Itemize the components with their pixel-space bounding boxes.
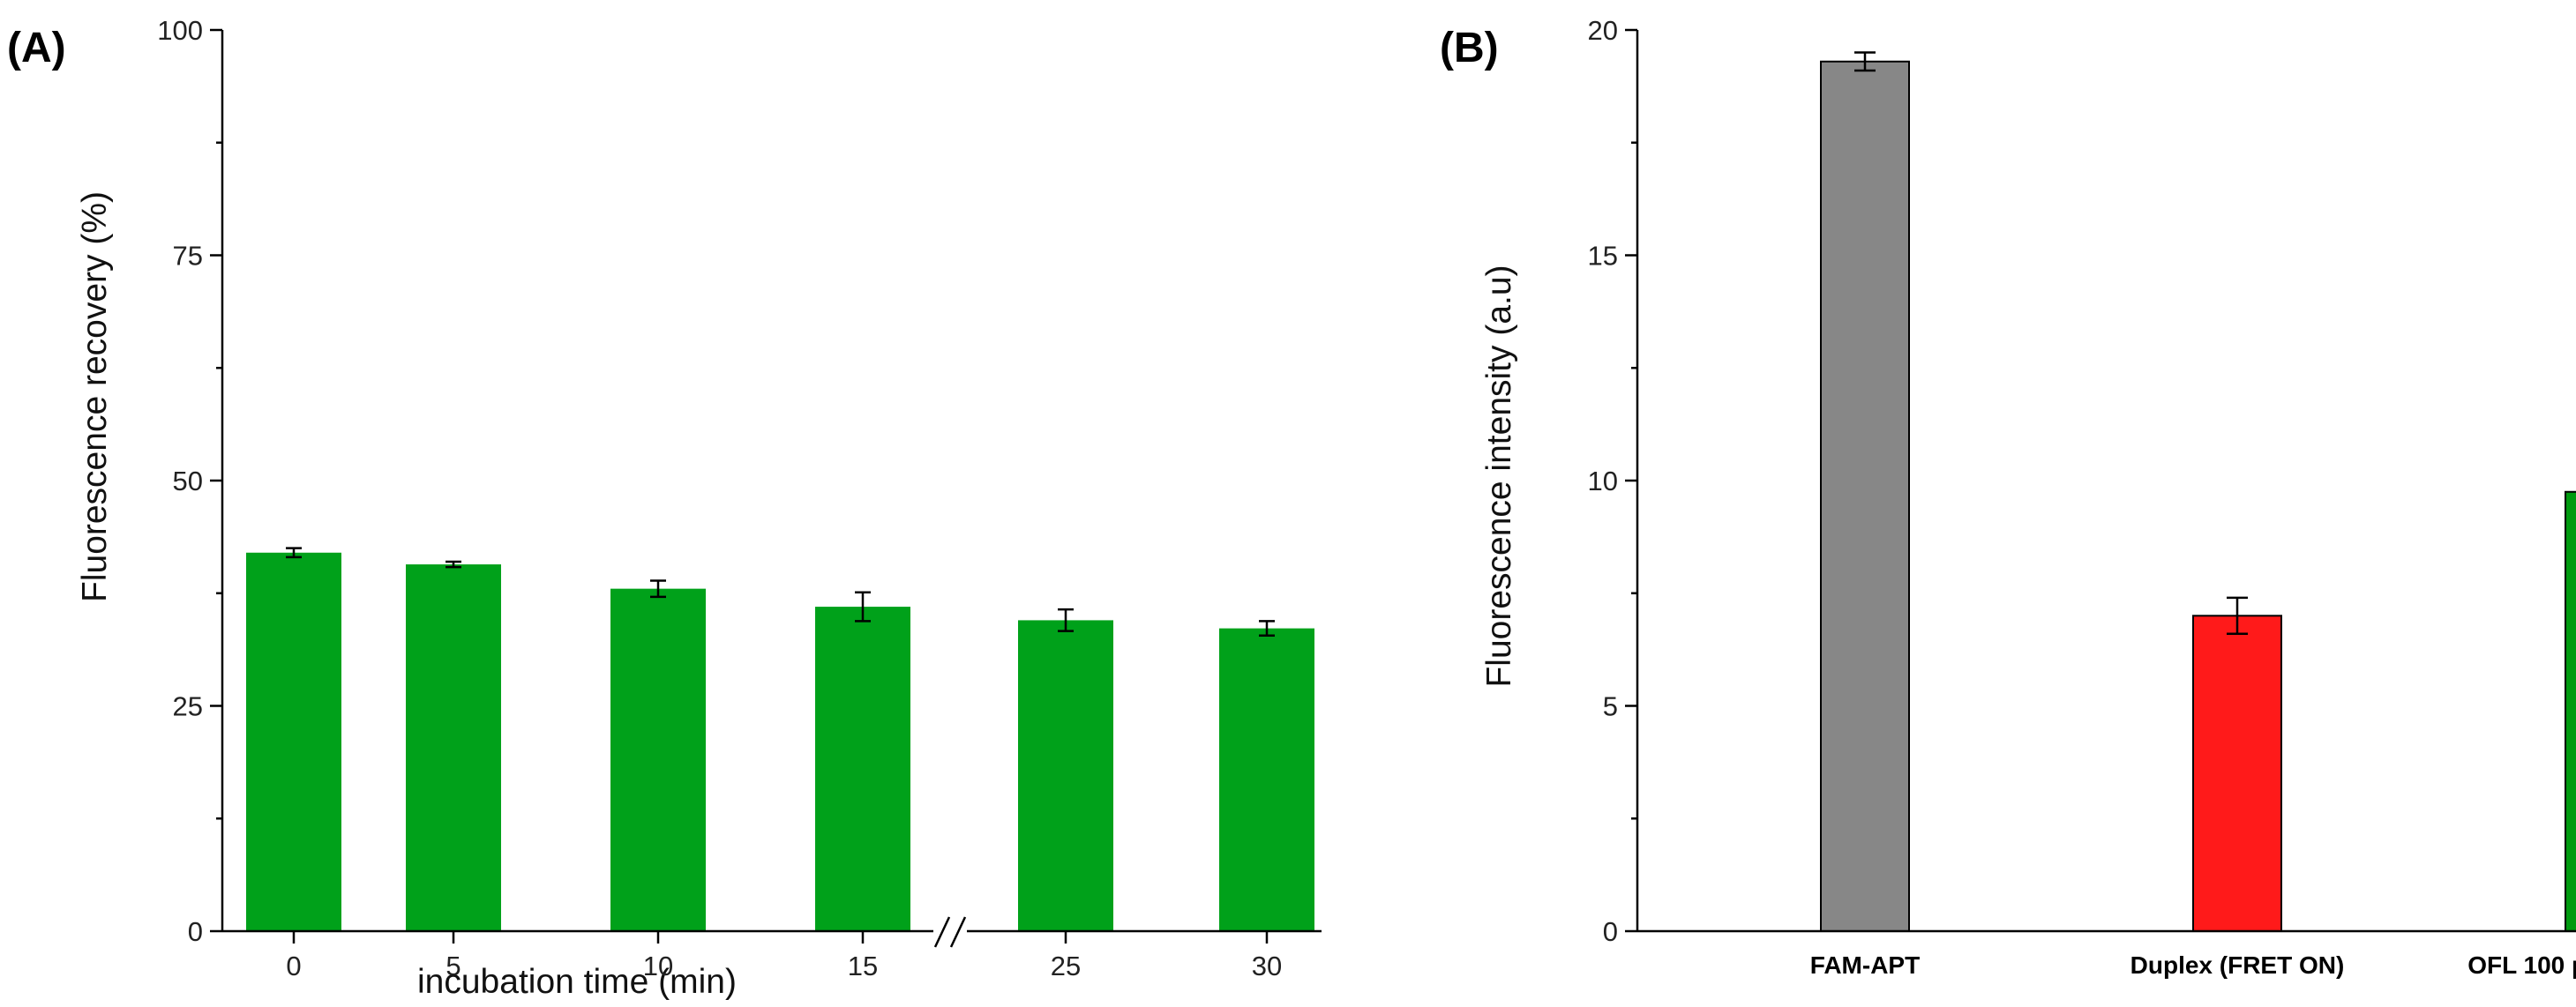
panel-a-error-bars (286, 547, 1275, 638)
panel-b-bar (2192, 615, 2282, 932)
panel-b-y-tick-label: 15 (1588, 241, 1618, 272)
panel-a-bar (1219, 628, 1314, 931)
panel-b: (B) Fluorescence intensity (a.u) 0 5 10 15 2… (1440, 15, 2576, 979)
panel-a-error-bar (446, 560, 461, 569)
panel-b-bar (1820, 60, 1910, 932)
panel-a-x-ticks: 0 5 10 15 25 30 (286, 931, 1282, 981)
panel-b-y-ticks: 0 5 10 15 20 (1588, 15, 1637, 947)
panel-a-x-tick-label: 15 (848, 951, 878, 981)
panel-a-x-axis-title: incubation time (min) (417, 963, 737, 1001)
panel-a-y-ticks: 0 25 50 75 100 (157, 15, 222, 947)
panel-b-y-axis-title: Fluorescence intensity (a.u) (1480, 265, 1518, 687)
panel-a-y-tick-label: 100 (157, 15, 203, 46)
panel-a-axis-break-mark-1 (933, 916, 951, 948)
panel-a-bar (815, 607, 910, 931)
panel-a-error-bar (650, 579, 666, 599)
panel-a-x-tick-label: 25 (1051, 951, 1081, 981)
panel-a-x-tick-label: 10 (643, 951, 673, 981)
panel-b-y-tick-label: 10 (1588, 466, 1618, 496)
panel-a-x-tick-label: 0 (286, 951, 301, 981)
panel-a-bar (406, 564, 501, 931)
panel-b-bar (2565, 490, 2576, 933)
panel-a-x-tick-label: 5 (446, 951, 461, 981)
panel-a-y-axis-title: Fluorescence recovery (%) (76, 191, 114, 602)
panel-b-error-bar (2227, 596, 2248, 635)
panel-a-y-tick-label: 75 (173, 241, 203, 272)
panel-a-bar (246, 552, 341, 931)
panel-a-y-tick-label: 50 (173, 466, 203, 496)
panel-a-y-tick-label: 0 (188, 916, 203, 947)
panel-a-y-tick-label: 25 (173, 691, 203, 722)
panel-b-error-bar (1854, 51, 1876, 72)
panel-a-bar (1018, 620, 1113, 931)
panel-a-error-bar (1058, 608, 1074, 632)
panel-a-x-tick-label: 30 (1252, 951, 1282, 981)
panel-b-category-label: FAM-APT (1810, 951, 1920, 979)
panel-b-y-tick-label: 20 (1588, 15, 1618, 46)
panel-a-axis-break-mark-2 (949, 916, 967, 948)
panel-b-category-label: OFL 100 μM (FRET OFF) (2467, 951, 2576, 979)
panel-b-category-labels: FAM-APT Duplex (FRET ON) OFL 100 μM (FRET … (1810, 951, 2576, 979)
panel-b-label: (B) (1440, 25, 1499, 71)
panel-a: (A) Fluorescence recovery (%) incubation… (7, 15, 1322, 1001)
panel-a-bars (246, 552, 1314, 931)
panel-a-bar (610, 588, 706, 931)
panel-b-y-tick-label: 5 (1603, 691, 1618, 722)
panel-a-error-bar (1259, 620, 1275, 638)
panel-a-error-bar (286, 547, 302, 559)
panel-b-category-label: Duplex (FRET ON) (2130, 951, 2345, 979)
panel-b-error-bars (1854, 51, 2248, 635)
panel-b-bars (1820, 60, 2576, 933)
panel-a-error-bar (855, 591, 871, 623)
panel-b-y-tick-label: 0 (1603, 916, 1618, 947)
panel-a-label: (A) (7, 25, 66, 71)
